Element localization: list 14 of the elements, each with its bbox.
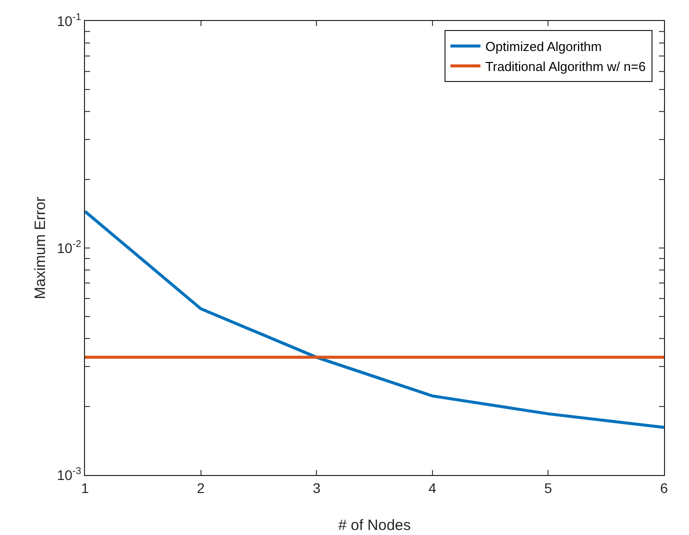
x-tick-label: 4	[428, 480, 436, 496]
legend-label: Optimized Algorithm	[485, 39, 602, 54]
x-tick-label: 6	[660, 480, 668, 496]
x-axis-title: # of Nodes	[338, 517, 411, 534]
x-tick-label: 3	[312, 480, 321, 496]
line-series	[85, 210, 664, 429]
x-tick-label: 2	[196, 480, 205, 496]
y-axis-title: Maximum Error	[32, 196, 49, 300]
y-tick-label: 10$^{-2}$	[56, 239, 82, 256]
x-tick-label: 5	[544, 480, 552, 496]
x-tick-label: 1	[81, 480, 90, 496]
y-tick-label: 10$^{-1}$	[56, 12, 82, 29]
legend-label: Traditional Algorithm w/ n=6	[485, 59, 646, 74]
y-tick-label: 10$^{-3}$	[56, 466, 82, 483]
